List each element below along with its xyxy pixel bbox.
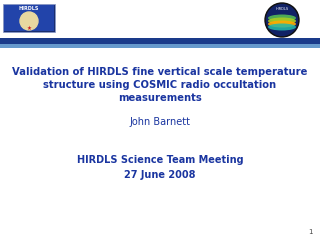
Bar bbox=[3, 4, 55, 32]
Text: HIRDLS: HIRDLS bbox=[276, 7, 289, 11]
Text: Validation of HIRDLS fine vertical scale temperature: Validation of HIRDLS fine vertical scale… bbox=[12, 67, 308, 77]
Text: John Barnett: John Barnett bbox=[130, 117, 190, 127]
Circle shape bbox=[267, 5, 298, 36]
Ellipse shape bbox=[268, 20, 296, 28]
Text: structure using COSMIC radio occultation: structure using COSMIC radio occultation bbox=[44, 80, 276, 90]
Ellipse shape bbox=[268, 24, 296, 30]
Text: 27 June 2008: 27 June 2008 bbox=[124, 170, 196, 180]
Bar bbox=[0, 38, 320, 44]
Circle shape bbox=[265, 3, 299, 37]
Text: 1: 1 bbox=[308, 229, 313, 235]
Ellipse shape bbox=[268, 18, 296, 24]
Circle shape bbox=[20, 12, 38, 30]
Text: HIRDLS Science Team Meeting: HIRDLS Science Team Meeting bbox=[77, 155, 243, 165]
Bar bbox=[4, 5, 54, 31]
Ellipse shape bbox=[268, 14, 296, 22]
Text: HIRDLS: HIRDLS bbox=[19, 6, 39, 12]
Bar bbox=[0, 44, 320, 48]
Text: measurements: measurements bbox=[118, 93, 202, 103]
Text: ★: ★ bbox=[27, 25, 31, 30]
Bar bbox=[0, 0, 320, 38]
